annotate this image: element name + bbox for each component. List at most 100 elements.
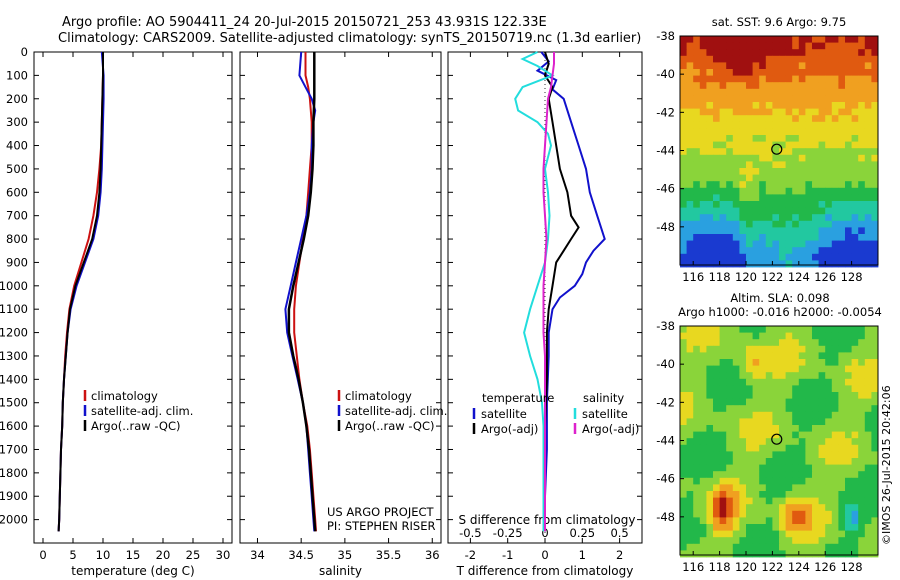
map-cell <box>680 75 687 83</box>
map-cell <box>831 411 839 419</box>
map-cell <box>732 227 740 235</box>
map-cell <box>706 418 714 426</box>
map-cell <box>831 75 839 83</box>
map-cell <box>831 187 839 195</box>
map-cell <box>792 398 800 406</box>
map-cell <box>746 517 753 525</box>
map-cell <box>798 95 806 103</box>
map-cell <box>719 240 727 248</box>
map-cell <box>798 227 806 235</box>
map-cell <box>693 194 701 202</box>
map-cell <box>864 253 872 261</box>
map-cell <box>732 240 740 248</box>
map-cell <box>765 517 773 525</box>
map-cell <box>838 458 846 465</box>
map-cell <box>851 201 859 208</box>
map-cell <box>792 550 800 558</box>
map-cell <box>719 398 727 406</box>
map-cell <box>759 201 767 208</box>
map-cell <box>706 201 714 208</box>
map-cell <box>851 220 859 228</box>
map-cell <box>825 42 833 50</box>
map-cell <box>686 88 694 96</box>
map-cell <box>792 332 800 340</box>
map-cell <box>772 385 780 393</box>
map-cell <box>851 345 859 353</box>
map-cell <box>752 234 760 241</box>
map-cell <box>713 36 720 43</box>
x-tick-label: 34 <box>250 548 265 562</box>
map-cell <box>752 497 760 505</box>
map-cell <box>792 102 800 109</box>
map-cell <box>838 121 846 129</box>
map-title: sat. SST: 9.6 Argo: 9.75 <box>712 15 847 29</box>
map-cell <box>871 115 879 123</box>
temperature-panel: 0 5 10 15 20 25 300100200300400500600700800900… <box>0 45 233 578</box>
map-cell <box>765 491 773 498</box>
map-cell <box>818 477 826 485</box>
map-cell <box>871 135 879 142</box>
map-cell <box>779 517 786 525</box>
map-cell <box>825 201 833 208</box>
map-cell <box>739 491 747 498</box>
map-cell <box>765 484 773 492</box>
map-cell <box>825 339 833 347</box>
map-cell <box>864 135 872 142</box>
map-cell <box>818 102 826 109</box>
map-cell <box>864 550 872 558</box>
map-x-tick-label: 118 <box>709 560 731 574</box>
map-cell <box>759 471 767 479</box>
map-cell <box>864 530 872 538</box>
map-cell <box>693 326 701 333</box>
map-cell <box>739 128 747 136</box>
map-cell <box>825 385 833 393</box>
map-cell <box>719 121 727 129</box>
map-cell <box>851 385 859 393</box>
map-cell <box>765 451 773 459</box>
map-cell <box>845 332 852 340</box>
map-cell <box>726 543 734 551</box>
map-cell <box>845 477 852 485</box>
map-cell <box>699 49 707 57</box>
map-cell <box>739 135 747 142</box>
map-cell <box>812 108 819 116</box>
map-cell <box>818 260 826 268</box>
map-cell <box>759 444 767 452</box>
map-cell <box>785 174 793 182</box>
map-cell <box>719 194 727 202</box>
map-cell <box>772 207 780 215</box>
map-cell <box>792 418 800 426</box>
map-cell <box>858 69 866 76</box>
map-cell <box>838 378 846 386</box>
map-cell <box>798 174 806 182</box>
map-cell <box>686 418 694 426</box>
map-cell <box>752 332 760 340</box>
map-cell <box>686 530 694 538</box>
map-cell <box>719 339 727 347</box>
map-cell <box>699 181 707 189</box>
map-cell <box>699 168 707 175</box>
map-cell <box>798 161 806 169</box>
map-cell <box>713 201 720 208</box>
map-cell <box>719 451 727 459</box>
map-cell <box>785 458 793 465</box>
map-cell <box>864 234 872 241</box>
map-cell <box>739 115 747 123</box>
map-cell <box>818 392 826 399</box>
map-cell <box>732 62 740 70</box>
map-cell <box>719 365 727 373</box>
map-cell <box>871 378 879 386</box>
s-tick-label: -0.25 <box>493 526 523 540</box>
map-cell <box>732 88 740 96</box>
map-cell <box>825 372 833 380</box>
map-cell <box>699 88 707 96</box>
map-cell <box>831 378 839 386</box>
map-cell <box>792 425 800 432</box>
map-cell <box>798 201 806 208</box>
map-cell <box>805 247 813 255</box>
map-cell <box>680 102 687 109</box>
map-cell <box>779 339 786 347</box>
map-cell <box>693 530 701 538</box>
map-cell <box>732 378 740 386</box>
